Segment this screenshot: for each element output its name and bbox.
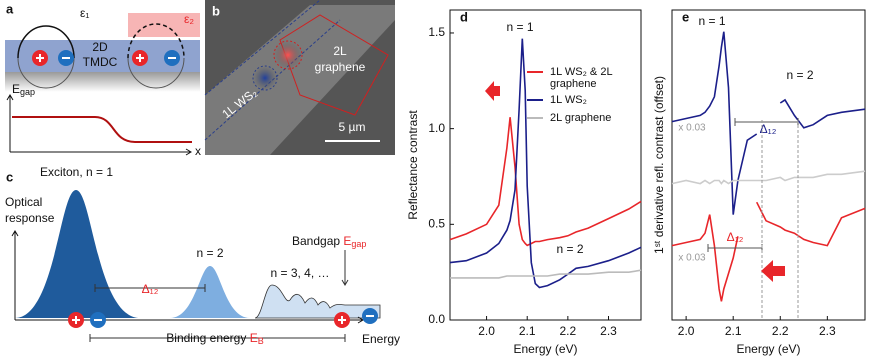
x-axis-label: Energy (eV) — [513, 342, 577, 356]
annotation: x 0.03 — [678, 123, 706, 134]
y-tick-label: 0.5 — [428, 216, 445, 230]
panel-c: c Exciton, n = 1 Optical response n = 2 … — [5, 165, 400, 346]
binding-label: Binding energy EB — [166, 331, 263, 346]
charge-sign — [72, 315, 374, 324]
graphene-label: graphene — [315, 60, 366, 74]
field-line — [127, 23, 185, 59]
x-tick-label: 2.3 — [600, 324, 617, 338]
y-axis-label: Optical — [5, 195, 42, 209]
panel-label: b — [212, 3, 220, 18]
legend-label: 1L WS₂ — [550, 94, 587, 106]
shift-arrow — [485, 81, 500, 101]
panel-label: d — [460, 9, 468, 24]
delta-label: Δ₁₂ — [142, 282, 159, 296]
x-tick-label: 2.2 — [560, 324, 577, 338]
annotation: n = 1 — [698, 14, 725, 28]
y-tick-label: 0.0 — [428, 312, 445, 326]
bandgap-base: E — [343, 234, 351, 248]
field-line — [17, 25, 75, 59]
x-tick-label: 2.1 — [725, 324, 742, 338]
peak — [15, 190, 140, 318]
rydberg-peaks — [254, 284, 381, 319]
bandgap-sub: gap — [351, 239, 366, 249]
y-tick-label: 1.0 — [428, 121, 445, 135]
graphene-label: 2L — [333, 44, 347, 58]
x-axis-label: x — [195, 144, 201, 158]
binding-base: E — [250, 331, 258, 345]
x-tick-label: 2.2 — [772, 324, 789, 338]
energy-label: Energy — [362, 332, 400, 346]
series-line — [449, 117, 642, 247]
x-tick-label: 2.1 — [519, 324, 536, 338]
plot-frame — [671, 9, 866, 321]
epsilon: ε₂ — [184, 12, 194, 26]
n2-label: n = 2 — [196, 246, 223, 260]
series-line — [671, 31, 866, 215]
panel-label: e — [682, 9, 689, 24]
field-line — [17, 57, 75, 89]
annotation: Δ₁₂ — [727, 230, 744, 244]
binding-sub: B — [258, 336, 264, 346]
egap-sub: gap — [20, 87, 35, 97]
spot — [252, 65, 278, 91]
bandgap-label: Bandgap Egap — [292, 234, 366, 249]
bandgap-text: Bandgap — [292, 234, 340, 248]
legend-label: 2L graphene — [550, 112, 612, 124]
x-tick-label: 2.0 — [478, 324, 495, 338]
binding-text: Binding energy — [166, 331, 246, 345]
peak — [170, 266, 250, 318]
annotation: n = 1 — [506, 20, 533, 34]
egap-label: Egap — [12, 82, 35, 97]
axes — [6, 94, 192, 156]
panel-a: a ε₁ ε₂ 2D TMDC Egap x — [5, 1, 201, 158]
spot — [273, 40, 303, 70]
y-axis-label: Reflectance contrast — [406, 110, 420, 220]
shift-arrow — [761, 260, 785, 282]
charge-sign — [36, 54, 176, 62]
scale-label: 5 µm — [339, 120, 366, 134]
y-axis-label: response — [5, 211, 55, 225]
x-axis-label: Energy (eV) — [736, 342, 800, 356]
series-line — [671, 201, 866, 302]
annotation: n = 2 — [556, 242, 583, 256]
graphene-outline — [279, 14, 389, 116]
y-tick-label: 1.5 — [428, 25, 445, 39]
egap-base: E — [12, 82, 20, 96]
n3-label: n = 3, 4, … — [270, 266, 329, 280]
annotation: Δ₁₂ — [760, 122, 777, 136]
exciton-label: Exciton, n = 1 — [40, 165, 113, 179]
x-tick-label: 2.0 — [678, 324, 695, 338]
legend-label: 1L WS₂ & 2L graphene — [550, 66, 613, 90]
annotation: n = 2 — [786, 68, 813, 82]
material: TMDC — [83, 55, 118, 69]
panel-label: c — [6, 169, 13, 184]
plot-frame — [449, 9, 642, 321]
flake — [205, 5, 395, 155]
epsilon: ε₁ — [80, 6, 89, 20]
series-line — [671, 170, 866, 185]
axes — [11, 230, 364, 324]
y-axis-label: 1ˢᵗ derivative refl. contrast (offset) — [652, 76, 666, 254]
bracket — [89, 250, 349, 342]
guide — [761, 120, 799, 320]
field-line — [127, 57, 185, 89]
egap-profile — [12, 116, 192, 143]
series-line — [450, 269, 642, 279]
annotation: x 0.03 — [678, 253, 706, 264]
panel-b: b 2L graphene 1L WS₂ 5 µm — [204, 0, 395, 155]
x-tick-label: 2.3 — [819, 324, 836, 338]
panel-label: a — [6, 1, 14, 16]
series-line — [449, 38, 642, 289]
material: 2D — [92, 40, 108, 54]
